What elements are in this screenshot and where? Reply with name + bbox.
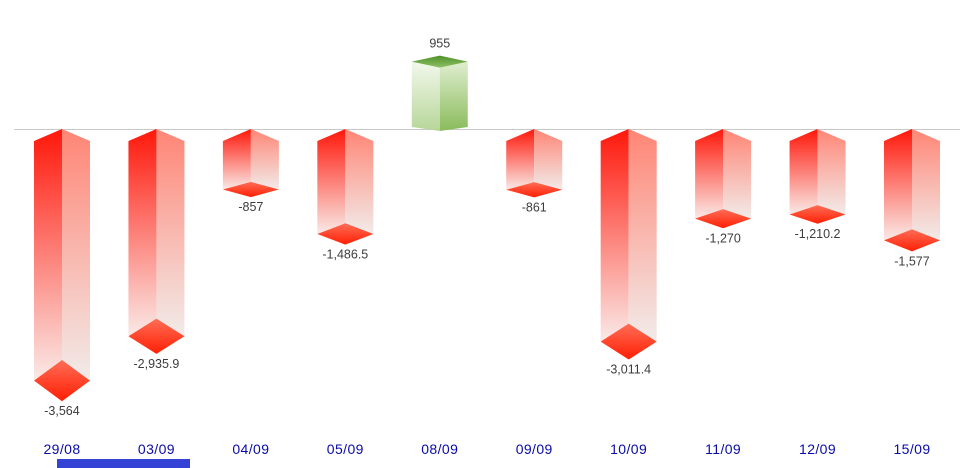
bar-face-left[interactable] <box>222 129 251 190</box>
bar-bottom-cap[interactable] <box>34 360 90 402</box>
bar-column-8[interactable]: -1,210.2 <box>789 129 846 241</box>
bar-face-left[interactable] <box>695 129 724 219</box>
bar-bottom-cap[interactable] <box>600 323 657 360</box>
bar-bottom-cap[interactable] <box>884 229 940 252</box>
bar-face-right[interactable] <box>439 61 468 132</box>
value-label: -1,577 <box>894 254 929 268</box>
bar-bottom-cap[interactable] <box>506 182 563 198</box>
value-label: -3,564 <box>44 404 79 418</box>
bar-face-left[interactable] <box>34 129 62 381</box>
bar-face-right[interactable] <box>912 129 940 241</box>
bar-face-right[interactable] <box>250 129 279 190</box>
bar-bottom-cap[interactable] <box>128 318 185 354</box>
bar-column-4[interactable]: 955 <box>411 37 468 132</box>
bar-face-right[interactable] <box>62 129 90 381</box>
bar-top-cap[interactable] <box>411 55 468 68</box>
bar-column-7[interactable]: -1,270 <box>695 129 752 245</box>
bar-face-left[interactable] <box>884 129 912 241</box>
value-label: -3,011.4 <box>606 363 651 377</box>
bar-bottom-cap[interactable] <box>695 209 752 229</box>
bar-face-right[interactable] <box>628 129 657 342</box>
bar-column-5[interactable]: -861 <box>506 129 563 214</box>
bar-face-right[interactable] <box>817 129 846 215</box>
bar-face-left[interactable] <box>506 129 535 190</box>
value-label: -857 <box>238 200 263 214</box>
bar-column-1[interactable]: -2,935.9 <box>128 129 185 371</box>
bar-bottom-cap[interactable] <box>789 205 846 224</box>
bar-face-right[interactable] <box>534 129 563 190</box>
value-label: -1,486.5 <box>322 248 368 262</box>
bar-face-right[interactable] <box>156 129 185 337</box>
bar-column-3[interactable]: -1,486.5 <box>317 129 374 262</box>
bar-column-2[interactable]: -857 <box>222 129 279 214</box>
bar-bottom-cap[interactable] <box>222 181 279 198</box>
value-label: -1,210.2 <box>795 227 841 241</box>
value-label: -1,270 <box>705 231 740 245</box>
bar-face-left[interactable] <box>317 129 346 234</box>
bar-face-right[interactable] <box>723 129 752 219</box>
bar-bottom-cap[interactable] <box>317 223 374 245</box>
bar-face-right[interactable] <box>345 129 374 234</box>
bar-column-0[interactable]: -3,564 <box>34 129 90 418</box>
scrollbar-thumb[interactable] <box>57 459 190 468</box>
bar-face-left[interactable] <box>411 61 440 132</box>
value-label: 955 <box>429 37 450 51</box>
bar-face-left[interactable] <box>128 129 157 337</box>
bar-column-6[interactable]: -3,011.4 <box>600 129 657 377</box>
value-label: -2,935.9 <box>134 357 180 371</box>
bar-column-9[interactable]: -1,577 <box>884 129 940 268</box>
bar-face-left[interactable] <box>600 129 629 342</box>
value-label: -861 <box>522 200 547 214</box>
bar-face-left[interactable] <box>789 129 818 215</box>
